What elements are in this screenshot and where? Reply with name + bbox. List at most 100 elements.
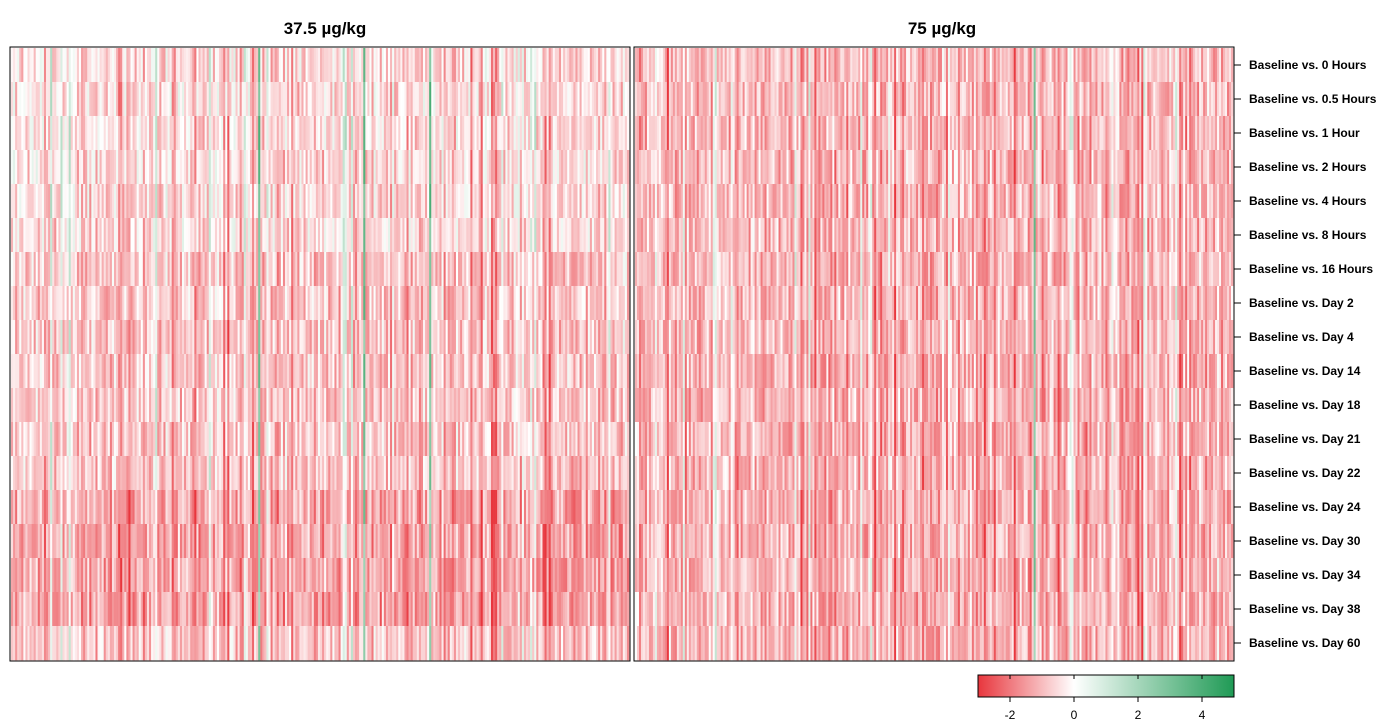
heatmap-cell (435, 524, 438, 559)
heatmap-cell (231, 456, 234, 491)
heatmap-cell (336, 388, 339, 423)
heatmap-cell (453, 252, 457, 287)
heatmap-cell (614, 48, 617, 83)
heatmap-cell (214, 48, 218, 83)
heatmap-cell (523, 456, 527, 491)
heatmap-cell (179, 524, 183, 559)
heatmap-cell (462, 354, 465, 389)
heatmap-cell (233, 490, 236, 525)
heatmap-cell (425, 184, 428, 219)
heatmap-cell (317, 82, 321, 117)
heatmap-cell (144, 150, 148, 185)
heatmap-cell (320, 116, 323, 151)
heatmap-cell (54, 218, 57, 253)
heatmap-cell (245, 48, 249, 83)
heatmap-cell (116, 48, 119, 83)
heatmap-cell (569, 388, 572, 423)
heatmap-cell (499, 184, 502, 219)
heatmap-cell (260, 150, 263, 185)
heatmap-cell (583, 116, 587, 151)
heatmap-cell (303, 184, 306, 219)
heatmap-cell (227, 48, 230, 83)
heatmap-cell (484, 320, 488, 355)
heatmap-cell (447, 116, 451, 151)
heatmap-cell (381, 354, 385, 389)
heatmap-cell (72, 48, 76, 83)
heatmap-cell (472, 490, 475, 525)
heatmap-cell (114, 354, 117, 389)
heatmap-cell (136, 184, 140, 219)
heatmap-cell (15, 490, 18, 525)
heatmap-cell (441, 252, 444, 287)
heatmap-cell (616, 320, 619, 355)
heatmap-cell (352, 82, 356, 117)
heatmap-cell (159, 354, 162, 389)
heatmap-cell (455, 218, 459, 253)
heatmap-cell (458, 422, 461, 457)
heatmap-cell (373, 184, 376, 219)
heatmap-cell (107, 218, 111, 253)
heatmap-cell (324, 558, 327, 593)
heatmap-cell (249, 48, 253, 83)
heatmap-cell (284, 490, 288, 525)
heatmap-cell (474, 524, 477, 559)
heatmap-cell (179, 150, 183, 185)
heatmap-cell (468, 286, 471, 321)
heatmap-cell (149, 116, 152, 151)
heatmap-cell (558, 48, 562, 83)
heatmap-cell (17, 388, 20, 423)
heatmap-cell (460, 150, 463, 185)
heatmap-cell (569, 82, 572, 117)
heatmap-cell (567, 82, 570, 117)
heatmap-cell (532, 524, 535, 559)
heatmap-cell (293, 592, 296, 627)
heatmap-cell (11, 82, 14, 117)
heatmap-cell (268, 218, 271, 253)
heatmap-cell (472, 218, 475, 253)
heatmap-cell (336, 82, 339, 117)
heatmap-cell (287, 218, 290, 253)
heatmap-cell (202, 490, 205, 525)
heatmap-cell (122, 354, 125, 389)
heatmap-cell (581, 524, 584, 559)
heatmap-cell (155, 592, 158, 627)
heatmap-cell (62, 320, 65, 355)
heatmap-cell (571, 82, 574, 117)
heatmap-cell (501, 218, 504, 253)
heatmap-cell (517, 558, 521, 593)
heatmap-cell (418, 388, 422, 423)
heatmap-cell (340, 354, 343, 389)
heatmap-cell (567, 422, 570, 457)
heatmap-cell (126, 116, 129, 151)
heatmap-cell (602, 558, 605, 593)
heatmap-cell (626, 354, 630, 389)
heatmap-cell (505, 184, 508, 219)
heatmap-cell (583, 354, 587, 389)
heatmap-cell (482, 82, 486, 117)
heatmap-cell (480, 286, 484, 321)
heatmap-cell (264, 354, 267, 389)
heatmap-cell (204, 286, 207, 321)
heatmap-cell (289, 150, 292, 185)
heatmap-cell (517, 286, 521, 321)
heatmap-cell (474, 388, 477, 423)
heatmap-cell (192, 558, 195, 593)
heatmap-cell (350, 218, 354, 253)
heatmap-cell (509, 286, 512, 321)
heatmap-cell (35, 524, 39, 559)
heatmap-cell (563, 558, 566, 593)
heatmap-cell (357, 354, 360, 389)
heatmap-cell (591, 286, 595, 321)
heatmap-cell (523, 388, 527, 423)
heatmap-cell (521, 218, 525, 253)
heatmap-cell (68, 558, 72, 593)
heatmap-cell (272, 422, 275, 457)
heatmap-cell (488, 490, 492, 525)
heatmap-cell (488, 48, 492, 83)
heatmap-cell (214, 116, 218, 151)
heatmap-cell (243, 218, 247, 253)
heatmap-cell (336, 490, 339, 525)
heatmap-cell (460, 218, 463, 253)
heatmap-cell (107, 150, 111, 185)
heatmap-cell (87, 320, 90, 355)
